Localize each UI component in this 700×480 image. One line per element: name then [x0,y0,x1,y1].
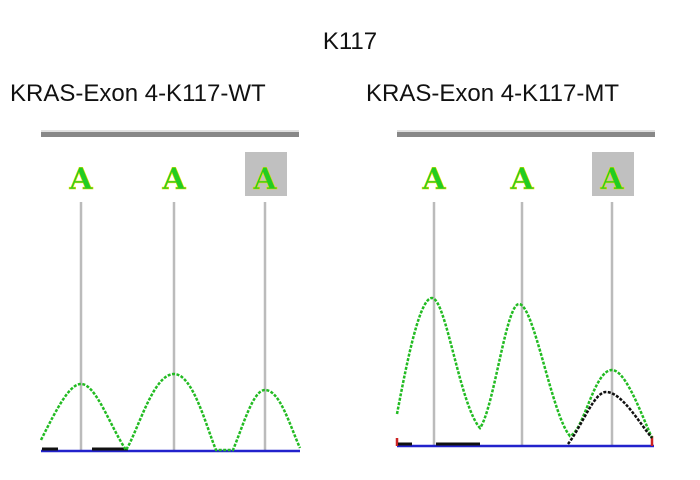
mt-panel-title: KRAS-Exon 4-K117-MT [366,80,619,107]
header-bar [397,132,655,137]
trace-a [395,296,654,439]
wt-panel-title: KRAS-Exon 4-K117-WT [10,80,266,107]
header-bar [41,132,299,137]
base-call: A [161,162,186,197]
mt-chromatogram: A A A [394,126,659,461]
base-call: A [509,162,534,197]
trace-secondary [567,390,653,445]
figure-title: K117 [322,28,378,55]
base-call: A [421,162,446,197]
highlight-box [592,152,634,196]
base-call: A [252,162,277,197]
base-call: A [599,162,624,197]
highlight-box [245,152,287,196]
trace-a [39,372,302,453]
base-call: A [68,162,93,197]
wt-chromatogram: A A A [38,126,303,461]
